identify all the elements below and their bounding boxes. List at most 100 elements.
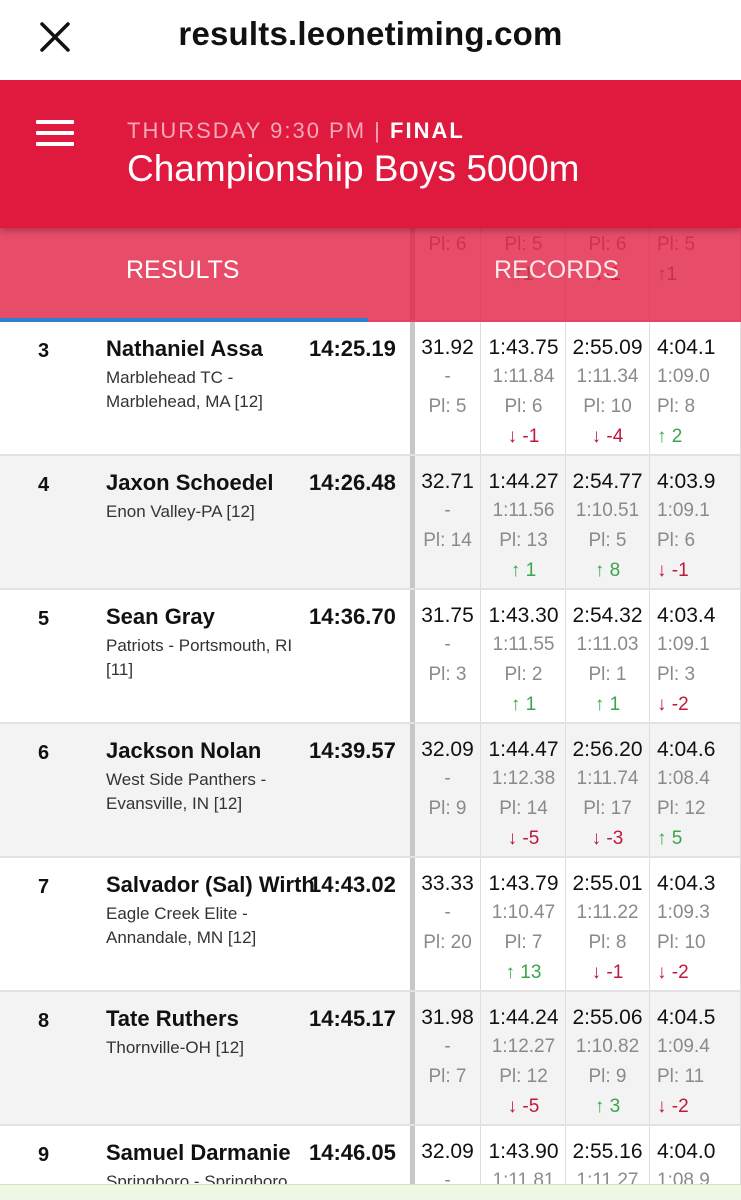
split-cell: 2:55.06 1:10.82 Pl: 9 ↑ 3 — [566, 992, 650, 1124]
athlete-name[interactable]: Jackson Nolan — [106, 738, 262, 763]
athlete-place: 6 — [38, 742, 50, 764]
split-change: ↓ -1 — [591, 962, 624, 983]
close-icon[interactable] — [38, 20, 72, 54]
table-row[interactable]: 7 Salvador (Sal) Wirth Eagle Creek Elite -… — [0, 858, 741, 992]
split-change: ↓ -2 — [657, 962, 689, 983]
athlete-name[interactable]: Jaxon Schoedel — [106, 470, 274, 495]
finish-time: 14:45.17 — [309, 1006, 396, 1031]
split-cell: 4:03.9 1:09.1 Pl: 6 ↓ -1 — [650, 456, 741, 588]
athlete-name[interactable]: Samuel Darmanie — [106, 1140, 291, 1165]
tab-results[interactable]: RESULTS — [126, 256, 240, 284]
split-cell: 4:04.1 1:09.0 Pl: 8 ↑ 2 — [650, 322, 741, 454]
finish-time: 14:25.19 — [309, 336, 396, 361]
split-total: 2:54.77 — [572, 470, 643, 493]
athlete-team: West Side Panthers - Evansville, IN [12] — [106, 770, 267, 813]
page-title: Championship Boys 5000m — [127, 148, 580, 189]
active-tab-indicator — [0, 318, 368, 322]
table-row[interactable]: 4 Jaxon Schoedel Enon Valley-PA [12] 14:26.… — [0, 456, 741, 590]
split-place: Pl: 5 — [428, 396, 467, 417]
split-place: Pl: 6 — [657, 530, 696, 551]
split-cell: 1:43.30 1:11.55 Pl: 2 ↑ 1 — [482, 590, 566, 722]
split-total: 31.98 — [421, 1006, 474, 1029]
split-change: ↓ -3 — [591, 828, 624, 849]
split-lap: 1:10.82 — [575, 1036, 640, 1057]
split-place: Pl: 12 — [657, 798, 706, 819]
table-row[interactable]: 6 Jackson Nolan West Side Panthers - Evans… — [0, 724, 741, 858]
split-place: Pl: 14 — [499, 798, 548, 819]
split-change: ↑ 13 — [505, 962, 542, 983]
split-cell: 1:43.75 1:11.84 Pl: 6 ↓ -1 — [482, 322, 566, 454]
table-row[interactable]: 3 Nathaniel Assa Marblehead TC - Marblehea… — [0, 322, 741, 456]
split-total: 31.75 — [421, 604, 474, 627]
split-total: 32.09 — [421, 738, 474, 761]
athlete-name[interactable]: Tate Ruthers — [106, 1006, 239, 1031]
split-lap: - — [444, 500, 451, 521]
split-change: ↓ -2 — [657, 694, 689, 715]
split-total: 1:43.79 — [488, 872, 559, 895]
split-place: Pl: 8 — [588, 932, 627, 953]
split-lap: 1:10.51 — [575, 500, 640, 521]
split-lap: 1:09.0 — [657, 366, 710, 387]
athlete-team: Enon Valley-PA [12] — [106, 502, 255, 521]
event-meta: THURSDAY 9:30 PM | FINAL — [127, 118, 465, 144]
url-text[interactable]: results.leonetiming.com — [178, 15, 563, 52]
split-place: Pl: 12 — [499, 1066, 548, 1087]
table-row[interactable]: 8 Tate Ruthers Thornville-OH [12] 14:45.17 3… — [0, 992, 741, 1126]
split-change: ↑ 2 — [657, 426, 683, 447]
column-divider — [410, 322, 415, 454]
split-change: ↑ 1 — [510, 560, 537, 581]
split-cell: 1:44.47 1:12.38 Pl: 14 ↓ -5 — [482, 724, 566, 856]
athlete-place: 7 — [38, 876, 50, 898]
split-change: ↑ 1 — [594, 694, 621, 715]
athlete-place: 3 — [38, 340, 50, 362]
split-lap: 1:11.34 — [576, 366, 639, 387]
split-change: ↑ 5 — [657, 828, 683, 849]
split-place: Pl: 10 — [583, 396, 632, 417]
split-change: ↑ 1 — [510, 694, 537, 715]
split-lap: - — [444, 634, 451, 655]
split-cell: 2:54.32 1:11.03 Pl: 1 ↑ 1 — [566, 590, 650, 722]
tab-records[interactable]: RECORDS — [494, 256, 620, 284]
split-total: 33.33 — [421, 872, 474, 895]
split-place: Pl: 3 — [657, 664, 696, 685]
split-total: 2:54.32 — [572, 604, 643, 627]
split-cell: 32.71 - Pl: 14 — [415, 456, 481, 588]
table-row[interactable]: 5 Sean Gray Patriots - Portsmouth, RI [11]… — [0, 590, 741, 724]
split-place: Pl: 11 — [657, 1066, 705, 1087]
split-lap: 1:12.38 — [491, 768, 556, 789]
column-divider — [410, 858, 415, 990]
split-cell: 2:55.01 1:11.22 Pl: 8 ↓ -1 — [566, 858, 650, 990]
split-change: ↓ -1 — [507, 426, 540, 447]
split-cell: 33.33 - Pl: 20 — [415, 858, 481, 990]
split-total: 2:55.09 — [572, 336, 643, 359]
split-cell: 2:56.20 1:11.74 Pl: 17 ↓ -3 — [566, 724, 650, 856]
athlete-name[interactable]: Nathaniel Assa — [106, 336, 263, 361]
split-place: Pl: 13 — [499, 530, 548, 551]
split-change: ↑ 3 — [594, 1096, 621, 1117]
athlete-name[interactable]: Sean Gray — [106, 604, 215, 629]
column-divider — [410, 1126, 415, 1200]
split-lap: 1:09.3 — [657, 902, 710, 923]
split-total: 4:04.3 — [657, 872, 716, 895]
split-total: 4:03.9 — [657, 470, 716, 493]
split-place: Pl: 20 — [423, 932, 472, 953]
split-total: 1:43.30 — [488, 604, 559, 627]
split-lap: - — [444, 1036, 451, 1057]
split-lap: 1:11.56 — [492, 500, 555, 521]
athlete-name[interactable]: Salvador (Sal) Wirth — [106, 872, 315, 897]
finish-time: 14:43.02 — [309, 872, 396, 897]
split-cell: 31.92 - Pl: 5 — [415, 322, 481, 454]
split-total: 4:03.4 — [657, 604, 716, 627]
split-lap: 1:11.74 — [576, 768, 639, 789]
split-place: Pl: 9 — [588, 1066, 627, 1087]
split-cell: 2:55.09 1:11.34 Pl: 10 ↓ -4 — [566, 322, 650, 454]
split-lap: 1:09.1 — [657, 500, 710, 521]
split-change: ↓ -1 — [657, 560, 689, 581]
split-cell: 31.98 - Pl: 7 — [415, 992, 481, 1124]
split-place: Pl: 5 — [588, 530, 627, 551]
split-place: Pl: 2 — [504, 664, 543, 685]
split-place: Pl: 7 — [504, 932, 543, 953]
menu-icon[interactable] — [36, 120, 74, 146]
split-total: 4:04.5 — [657, 1006, 716, 1029]
column-divider — [410, 992, 415, 1124]
